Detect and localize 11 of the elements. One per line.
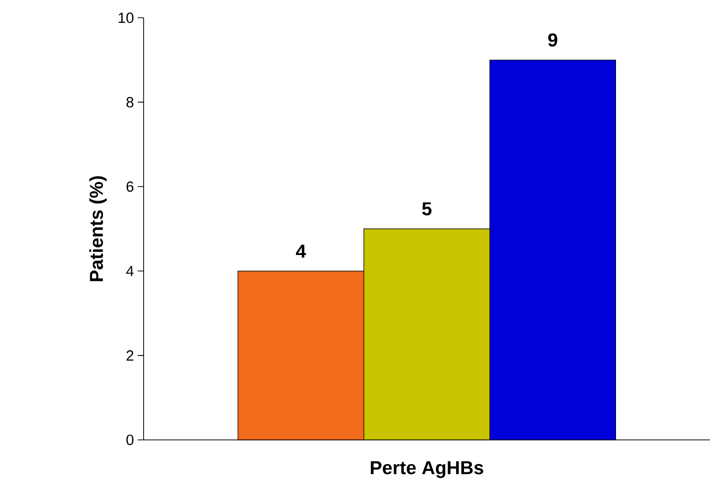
y-tick-label: 6 — [126, 181, 134, 192]
x-tick-label: Perte AgHBs — [370, 461, 484, 478]
y-tick-label: 10 — [118, 12, 134, 23]
data-label: 9 — [548, 33, 558, 47]
data-label: 5 — [422, 202, 432, 216]
y-tick-label: 0 — [126, 434, 134, 446]
y-tick-label: 8 — [126, 96, 134, 108]
y-tick-label: 4 — [126, 266, 134, 276]
data-label: 4 — [296, 244, 306, 258]
y-tick-label: 2 — [126, 350, 134, 361]
y-axis-title: Patients (%) — [89, 176, 107, 282]
